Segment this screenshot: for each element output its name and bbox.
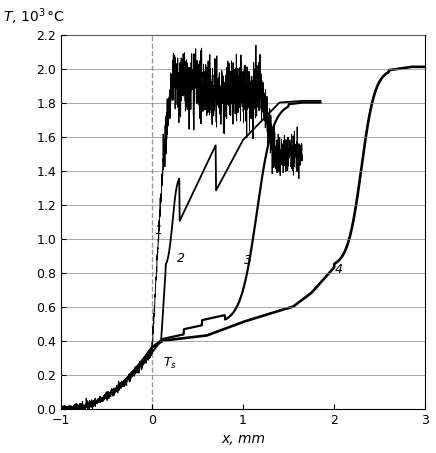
X-axis label: x, mm: x, mm [221, 432, 265, 446]
Text: $T$, $10^3\,°$C: $T$, $10^3\,°$C [3, 6, 65, 27]
Text: 1: 1 [154, 224, 162, 236]
Text: 4: 4 [335, 263, 343, 276]
Text: 2: 2 [177, 252, 185, 265]
Text: $T_s$: $T_s$ [163, 356, 177, 371]
Text: 3: 3 [244, 254, 252, 267]
